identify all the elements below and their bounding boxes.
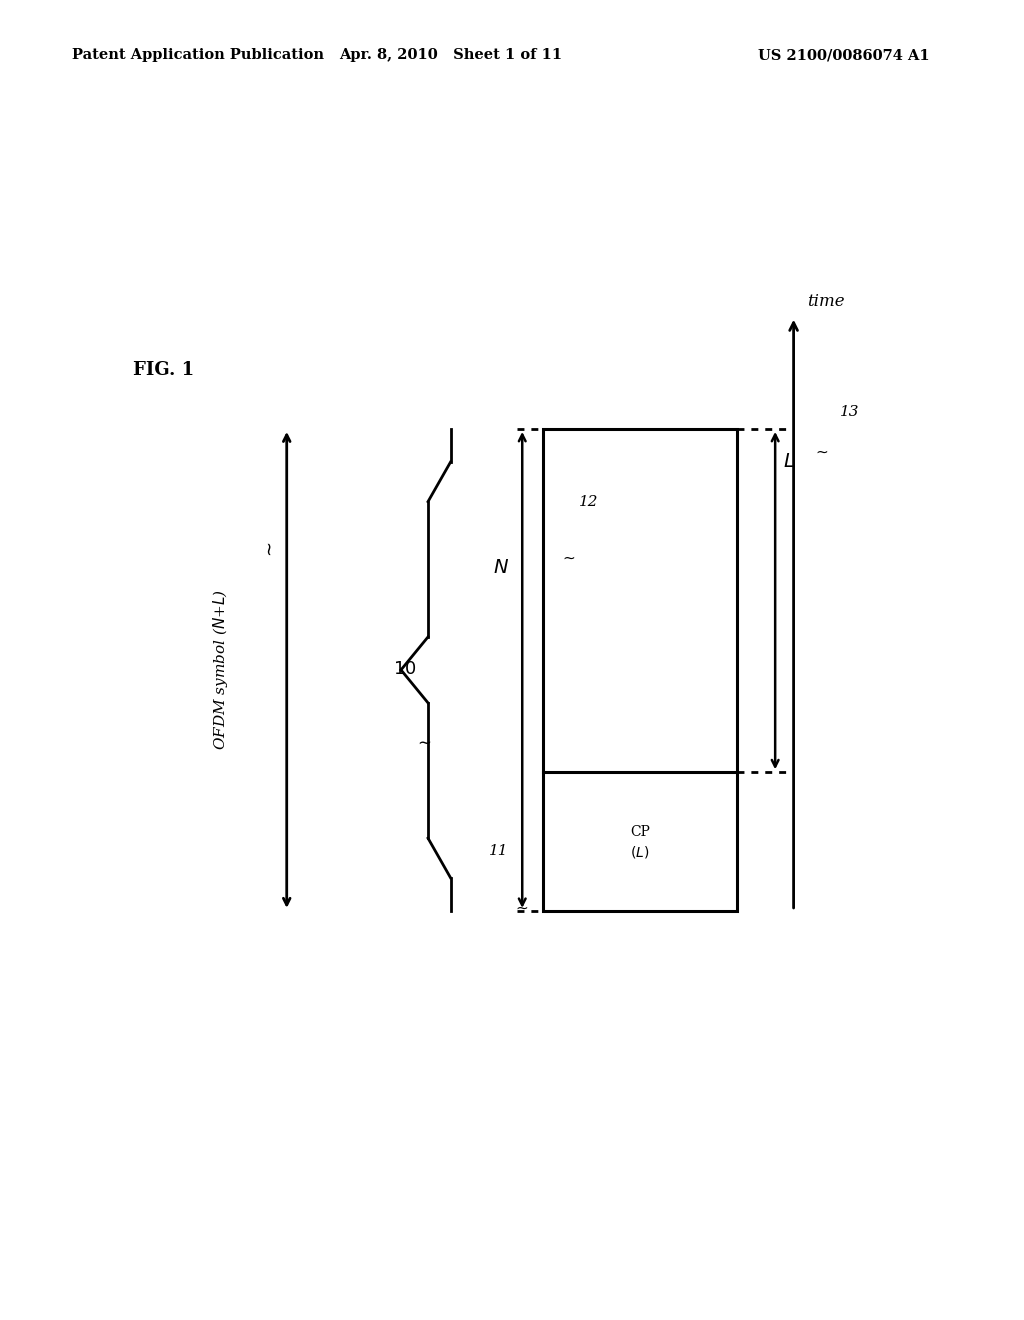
Text: $\sim$: $\sim$ [414, 733, 432, 751]
Text: OFDM symbol ($N$+$L$): OFDM symbol ($N$+$L$) [211, 589, 229, 750]
Text: 12: 12 [579, 495, 598, 508]
Text: $\sim$: $\sim$ [260, 541, 279, 560]
Text: time: time [807, 293, 845, 310]
Text: CP
$(L)$: CP $(L)$ [630, 825, 650, 859]
Text: $10$: $10$ [393, 660, 416, 678]
Text: $\sim$: $\sim$ [560, 549, 577, 565]
Text: $N$: $N$ [493, 558, 509, 577]
Text: Patent Application Publication: Patent Application Publication [72, 49, 324, 62]
Text: $L$: $L$ [783, 453, 795, 471]
Bar [543, 429, 737, 911]
Text: $\sim$: $\sim$ [813, 444, 829, 459]
Text: US 2100/0086074 A1: US 2100/0086074 A1 [758, 49, 930, 62]
Text: $\sim$: $\sim$ [513, 899, 529, 915]
Text: Apr. 8, 2010   Sheet 1 of 11: Apr. 8, 2010 Sheet 1 of 11 [339, 49, 562, 62]
Text: FIG. 1: FIG. 1 [133, 360, 195, 379]
Text: 11: 11 [489, 845, 509, 858]
Text: 13: 13 [840, 405, 859, 418]
